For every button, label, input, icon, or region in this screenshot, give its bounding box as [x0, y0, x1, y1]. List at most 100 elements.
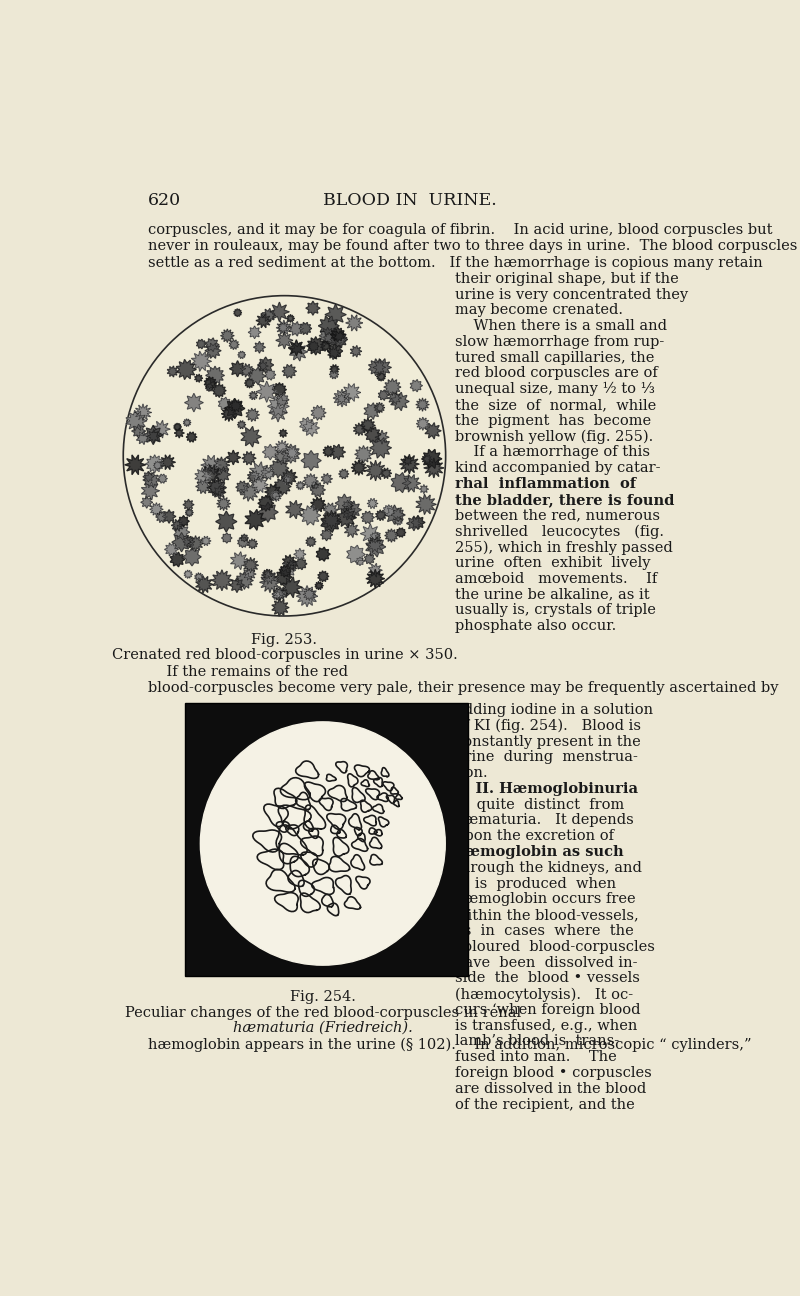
Polygon shape — [143, 472, 154, 482]
Polygon shape — [260, 572, 280, 592]
Polygon shape — [384, 378, 401, 395]
Polygon shape — [245, 378, 254, 388]
Polygon shape — [286, 447, 299, 460]
Polygon shape — [318, 570, 329, 582]
Text: hæmaturia.   It depends: hæmaturia. It depends — [455, 814, 634, 827]
Polygon shape — [194, 573, 203, 582]
Polygon shape — [364, 553, 375, 564]
Polygon shape — [321, 529, 333, 540]
Polygon shape — [201, 537, 211, 546]
Polygon shape — [350, 346, 362, 358]
Text: of KI (fig. 254).   Blood is: of KI (fig. 254). Blood is — [455, 719, 641, 734]
Polygon shape — [369, 359, 386, 376]
Polygon shape — [165, 543, 178, 556]
Text: may become crenated.: may become crenated. — [455, 303, 623, 318]
Text: coloured  blood-corpuscles: coloured blood-corpuscles — [455, 940, 655, 954]
Text: urine  often  exhibit  lively: urine often exhibit lively — [455, 556, 650, 570]
Text: curs ʻwhen foreign blood: curs ʻwhen foreign blood — [455, 1003, 641, 1017]
Polygon shape — [167, 365, 178, 377]
Text: blood-corpuscles become very pale, their presence may be frequently ascertained : blood-corpuscles become very pale, their… — [148, 682, 778, 696]
Polygon shape — [310, 496, 326, 512]
Polygon shape — [374, 402, 385, 413]
Text: II. Hæmoglobinuria: II. Hæmoglobinuria — [455, 781, 638, 796]
Polygon shape — [256, 381, 278, 402]
Text: hæmoglobin occurs free: hæmoglobin occurs free — [455, 893, 635, 906]
Polygon shape — [240, 364, 254, 377]
Polygon shape — [425, 422, 441, 439]
Polygon shape — [381, 468, 392, 478]
Text: the  pigment  has  become: the pigment has become — [455, 413, 651, 428]
Polygon shape — [310, 483, 326, 496]
Polygon shape — [311, 406, 326, 420]
Text: is  quite  distinct  from: is quite distinct from — [455, 798, 624, 811]
Polygon shape — [278, 323, 288, 333]
Polygon shape — [366, 537, 383, 552]
Polygon shape — [416, 417, 430, 430]
Text: urine is very concentrated they: urine is very concentrated they — [455, 288, 688, 302]
Polygon shape — [301, 451, 321, 470]
Text: the  size  of  normal,  while: the size of normal, while — [455, 398, 656, 412]
Polygon shape — [342, 505, 357, 520]
Polygon shape — [274, 587, 288, 600]
Polygon shape — [279, 429, 287, 438]
Polygon shape — [328, 347, 340, 359]
Polygon shape — [172, 533, 191, 552]
Polygon shape — [346, 315, 362, 330]
Polygon shape — [247, 470, 261, 483]
Polygon shape — [279, 565, 291, 577]
Polygon shape — [330, 330, 347, 347]
Polygon shape — [213, 486, 226, 499]
Text: 255), which in freshly passed: 255), which in freshly passed — [455, 540, 673, 555]
Polygon shape — [272, 382, 286, 397]
Polygon shape — [186, 508, 194, 517]
Polygon shape — [337, 394, 346, 404]
Polygon shape — [143, 472, 159, 487]
Polygon shape — [213, 384, 226, 398]
Polygon shape — [240, 482, 259, 502]
Text: within the blood-vessels,: within the blood-vessels, — [455, 908, 638, 923]
Polygon shape — [294, 548, 306, 560]
Polygon shape — [235, 572, 254, 590]
Polygon shape — [146, 455, 164, 473]
Polygon shape — [281, 445, 300, 463]
Polygon shape — [222, 406, 237, 421]
Text: shrivelled   leucocytes   (fig.: shrivelled leucocytes (fig. — [455, 525, 664, 539]
Text: BLOOD IN  URINE.: BLOOD IN URINE. — [323, 193, 497, 210]
Text: tured small capillaries, the: tured small capillaries, the — [455, 351, 654, 364]
Polygon shape — [171, 520, 184, 531]
Polygon shape — [315, 582, 323, 590]
Polygon shape — [286, 500, 304, 518]
Text: brownish yellow (fig. 255).: brownish yellow (fig. 255). — [455, 430, 654, 445]
Polygon shape — [262, 445, 278, 460]
Polygon shape — [391, 473, 411, 492]
Polygon shape — [385, 529, 398, 542]
Polygon shape — [248, 367, 266, 385]
Polygon shape — [150, 503, 163, 516]
Polygon shape — [248, 539, 258, 550]
Polygon shape — [230, 578, 245, 592]
Polygon shape — [230, 399, 242, 412]
Text: fused into man.    The: fused into man. The — [455, 1050, 617, 1064]
Polygon shape — [134, 404, 151, 421]
Polygon shape — [276, 320, 292, 336]
Polygon shape — [321, 512, 341, 533]
Text: rhal  inflammation  of: rhal inflammation of — [455, 477, 636, 491]
Polygon shape — [364, 403, 380, 420]
Polygon shape — [330, 369, 338, 378]
Polygon shape — [322, 473, 333, 485]
Polygon shape — [296, 586, 318, 607]
Polygon shape — [238, 421, 246, 429]
Polygon shape — [211, 570, 233, 591]
Polygon shape — [217, 496, 230, 511]
Polygon shape — [178, 516, 190, 527]
Polygon shape — [183, 419, 191, 426]
Polygon shape — [222, 533, 232, 543]
Polygon shape — [269, 404, 287, 422]
Text: side  the  blood • vessels: side the blood • vessels — [455, 971, 640, 985]
Polygon shape — [366, 569, 385, 588]
Polygon shape — [250, 461, 270, 482]
Text: through the kidneys, and: through the kidneys, and — [455, 861, 642, 875]
Polygon shape — [422, 454, 432, 464]
Text: have  been  dissolved in-: have been dissolved in- — [455, 955, 638, 969]
Polygon shape — [360, 524, 380, 543]
